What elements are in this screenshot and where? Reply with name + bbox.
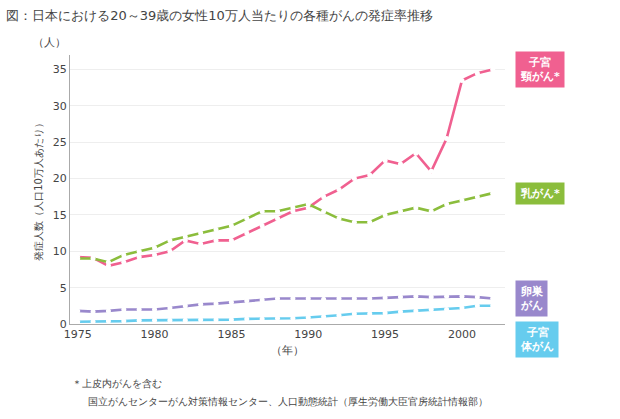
svg-text:2000: 2000 — [448, 328, 476, 341]
svg-text:（人）: （人） — [33, 36, 66, 49]
svg-text:30: 30 — [53, 100, 67, 113]
svg-text:1975: 1975 — [64, 328, 92, 341]
svg-text:図：日本における20～39歳の女性10万人当たりの各種がんの: 図：日本における20～39歳の女性10万人当たりの各種がんの発症率推移 — [6, 8, 433, 23]
svg-text:35: 35 — [53, 63, 67, 76]
svg-text:子宮体がん: 子宮体がん — [520, 326, 554, 353]
svg-text:（年）: （年） — [271, 344, 304, 357]
svg-text:0: 0 — [60, 318, 67, 331]
svg-text:25: 25 — [53, 136, 67, 149]
svg-text:乳がん*: 乳がん* — [520, 187, 560, 200]
svg-text:＊上皮内がんを含む: ＊上皮内がんを含む — [72, 378, 162, 389]
svg-text:20: 20 — [53, 172, 67, 185]
svg-text:卵巣がん: 卵巣がん — [520, 285, 543, 312]
svg-text:国立がんセンターがん対策情報センター、人口動態統計（厚生労働: 国立がんセンターがん対策情報センター、人口動態統計（厚生労働大臣官房統計情報部） — [88, 396, 488, 407]
svg-text:1990: 1990 — [294, 328, 322, 341]
svg-text:10: 10 — [53, 245, 67, 258]
svg-text:子宮頸がん*: 子宮頸がん* — [520, 56, 560, 83]
svg-text:1985: 1985 — [217, 328, 245, 341]
svg-text:1995: 1995 — [371, 328, 399, 341]
svg-text:5: 5 — [60, 282, 67, 295]
svg-text:1980: 1980 — [141, 328, 169, 341]
svg-text:15: 15 — [53, 209, 67, 222]
svg-text:発症人数（人口10万人あたり）: 発症人数（人口10万人あたり） — [33, 118, 44, 261]
